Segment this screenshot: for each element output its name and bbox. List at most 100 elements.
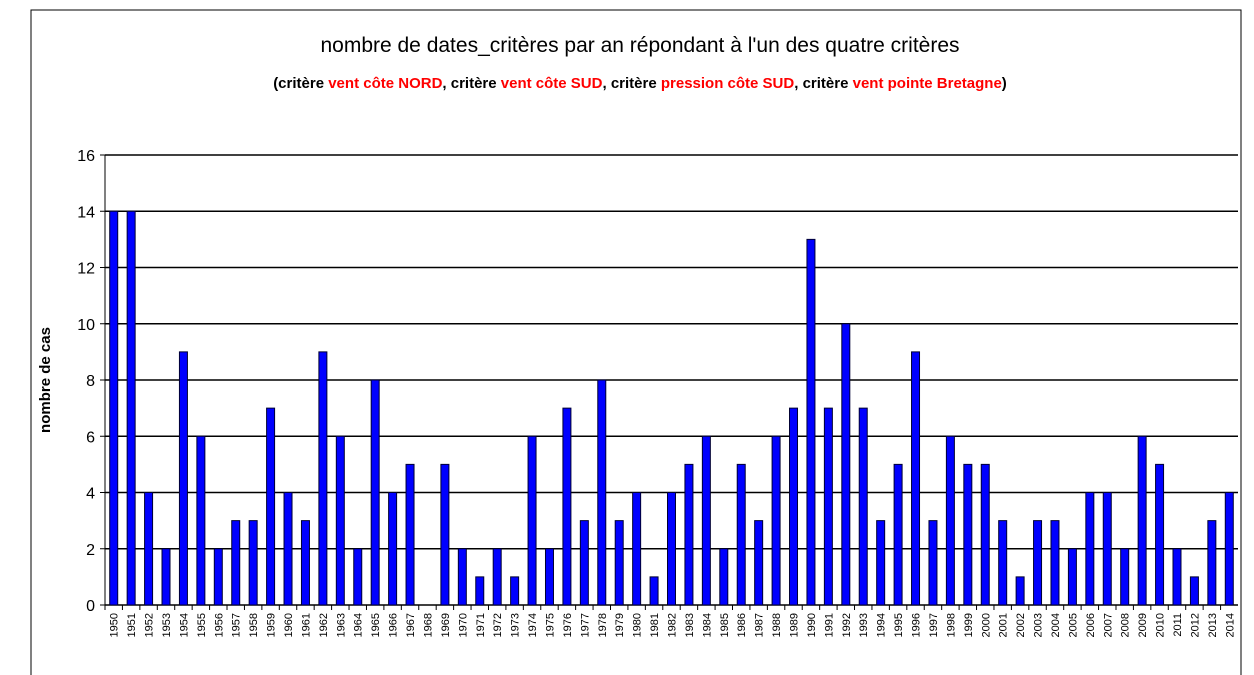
bar	[684, 463, 694, 606]
x-tick-label: 1961	[300, 613, 312, 637]
bar	[109, 210, 119, 606]
bar	[231, 520, 241, 606]
y-tick-label: 0	[86, 598, 95, 615]
y-axis-label: nombre de cas	[37, 327, 54, 433]
bar	[806, 238, 816, 606]
x-tick-label: 2006	[1085, 613, 1097, 637]
x-tick-label: 1965	[370, 613, 382, 637]
bar	[701, 435, 711, 606]
y-tick-label: 10	[77, 317, 95, 334]
subtitle-part: pression côte SUD	[661, 75, 795, 92]
bar	[1015, 576, 1025, 606]
bar	[649, 576, 659, 606]
x-tick-label: 1952	[144, 613, 156, 637]
subtitle-part: vent pointe Bretagne	[853, 75, 1002, 92]
x-tick-label: 1960	[283, 613, 295, 637]
bar	[1085, 492, 1095, 606]
x-tick-label: 2004	[1050, 613, 1062, 637]
bar	[1067, 548, 1077, 606]
x-tick-label: 1971	[475, 613, 487, 637]
bar	[945, 435, 955, 606]
x-tick-label: 1970	[457, 613, 469, 637]
subtitle-part: , critère	[794, 75, 852, 92]
x-tick-label: 2000	[980, 613, 992, 637]
x-tick-label: 1951	[126, 613, 138, 637]
bar	[579, 520, 589, 606]
bar	[353, 548, 363, 606]
bar	[667, 492, 676, 606]
x-tick-label: 1980	[632, 613, 644, 637]
bar	[1224, 492, 1234, 606]
bar	[178, 351, 188, 606]
subtitle-part: (critère	[273, 75, 328, 92]
x-tick-label: 1997	[928, 613, 940, 637]
x-tick-label: 2003	[1033, 613, 1045, 637]
subtitle-part: , critère	[442, 75, 500, 92]
x-tick-label: 1967	[405, 613, 417, 637]
bar	[789, 407, 799, 606]
x-tick-label: 1953	[161, 613, 173, 637]
x-tick-label: 1963	[335, 613, 347, 637]
bar	[457, 548, 467, 606]
bar	[196, 435, 206, 606]
x-tick-label: 2014	[1224, 613, 1236, 637]
bar	[544, 548, 554, 606]
x-tick-label: 1993	[858, 613, 870, 637]
bar	[405, 463, 415, 606]
subtitle-part: vent côte SUD	[501, 75, 603, 92]
y-tick-label: 8	[86, 373, 95, 390]
x-tick-label: 1966	[388, 613, 400, 637]
bar	[1207, 520, 1217, 606]
bar	[475, 576, 485, 606]
x-tick-label: 1964	[353, 613, 365, 637]
bar	[614, 520, 624, 606]
bar	[1033, 520, 1043, 606]
bar	[911, 351, 921, 606]
chart-subtitle: (critère vent côte NORD, critère vent cô…	[273, 75, 1007, 92]
bar	[632, 492, 642, 606]
x-tick-label: 1974	[527, 613, 539, 637]
bar	[335, 435, 345, 606]
x-tick-label: 1979	[614, 613, 626, 637]
bar	[998, 520, 1008, 606]
x-tick-label: 1950	[109, 613, 121, 637]
bar	[266, 407, 276, 606]
x-tick-label: 2001	[998, 613, 1010, 637]
bar	[823, 407, 833, 606]
x-tick-label: 1978	[597, 613, 609, 637]
bar	[510, 576, 520, 606]
x-tick-label: 1984	[701, 613, 713, 637]
subtitle-part: )	[1002, 75, 1007, 92]
x-tick-label: 1995	[893, 613, 905, 637]
x-tick-label: 1990	[806, 613, 818, 637]
bar	[527, 435, 537, 606]
bar	[754, 520, 764, 606]
x-tick-label: 1968	[422, 613, 434, 637]
bar	[928, 520, 938, 606]
x-tick-label: 1983	[684, 613, 696, 637]
y-tick-label: 14	[77, 204, 95, 221]
x-tick-label: 1982	[667, 613, 679, 637]
bar	[980, 463, 990, 606]
bar	[213, 548, 223, 606]
x-tick-label: 1954	[178, 613, 190, 637]
bar	[876, 520, 886, 606]
bar	[893, 463, 903, 606]
x-tick-label: 1976	[562, 613, 574, 637]
bar	[858, 407, 868, 606]
x-tick-label: 1977	[579, 613, 591, 637]
x-tick-label: 1962	[318, 613, 330, 637]
x-tick-label: 1956	[213, 613, 225, 637]
x-tick-label: 1988	[771, 613, 783, 637]
y-tick-label: 6	[86, 429, 95, 446]
x-tick-label: 2013	[1207, 613, 1219, 637]
bar	[597, 379, 607, 606]
x-tick-label: 2009	[1137, 613, 1149, 637]
bar	[161, 548, 171, 606]
bar	[1137, 435, 1147, 606]
bar	[144, 492, 154, 606]
x-tick-label: 2005	[1067, 613, 1079, 637]
bar	[1189, 576, 1199, 606]
x-tick-label: 1994	[876, 613, 888, 637]
